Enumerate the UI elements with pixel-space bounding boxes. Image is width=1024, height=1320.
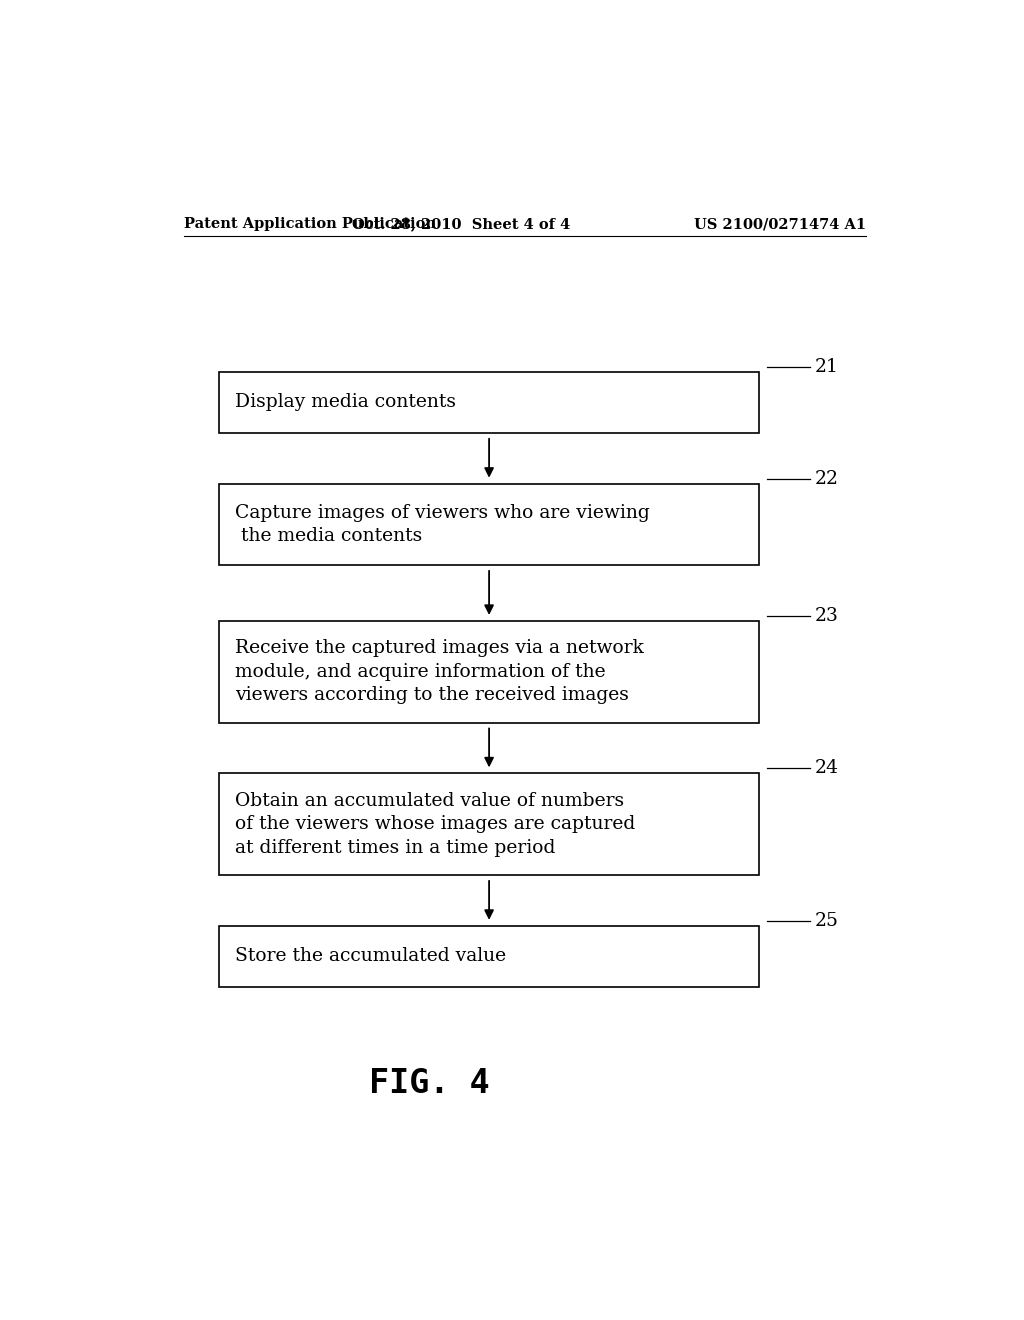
Text: Store the accumulated value: Store the accumulated value	[236, 948, 506, 965]
Text: 21: 21	[814, 358, 839, 376]
Text: Receive the captured images via a network
module, and acquire information of the: Receive the captured images via a networ…	[236, 639, 644, 705]
Text: 22: 22	[814, 470, 839, 487]
Bar	[219, 372, 759, 433]
Text: Capture images of viewers who are viewing
 the media contents: Capture images of viewers who are viewin…	[236, 503, 650, 545]
Bar	[219, 620, 759, 722]
Text: Obtain an accumulated value of numbers
of the viewers whose images are captured
: Obtain an accumulated value of numbers o…	[236, 792, 635, 857]
Text: 25: 25	[814, 912, 839, 929]
Bar	[219, 774, 759, 875]
Text: 24: 24	[814, 759, 839, 777]
Text: Patent Application Publication: Patent Application Publication	[183, 218, 435, 231]
Bar	[219, 483, 759, 565]
Text: Oct. 28, 2010  Sheet 4 of 4: Oct. 28, 2010 Sheet 4 of 4	[352, 218, 570, 231]
Bar	[219, 925, 759, 987]
Text: Display media contents: Display media contents	[236, 393, 456, 412]
Text: FIG. 4: FIG. 4	[370, 1067, 489, 1100]
Text: US 2100/0271474 A1: US 2100/0271474 A1	[694, 218, 866, 231]
Text: 23: 23	[814, 607, 839, 624]
